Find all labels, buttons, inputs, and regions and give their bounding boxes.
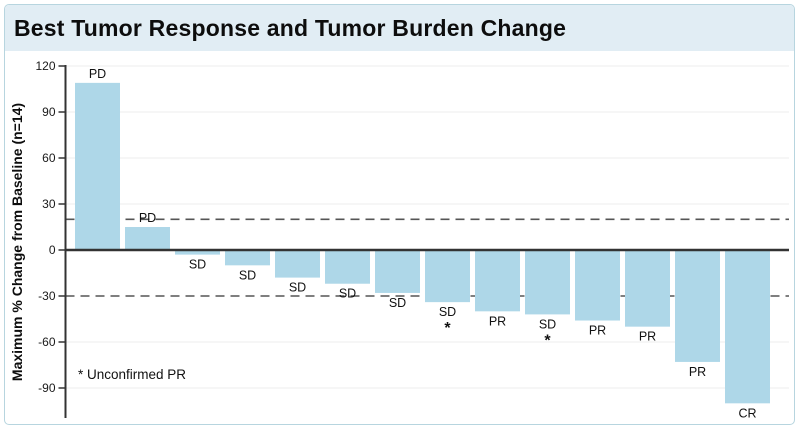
chart-title-bar: Best Tumor Response and Tumor Burden Cha… [5,5,794,51]
chart-title: Best Tumor Response and Tumor Burden Cha… [14,15,567,41]
chart-panel: Best Tumor Response and Tumor Burden Cha… [4,4,795,425]
